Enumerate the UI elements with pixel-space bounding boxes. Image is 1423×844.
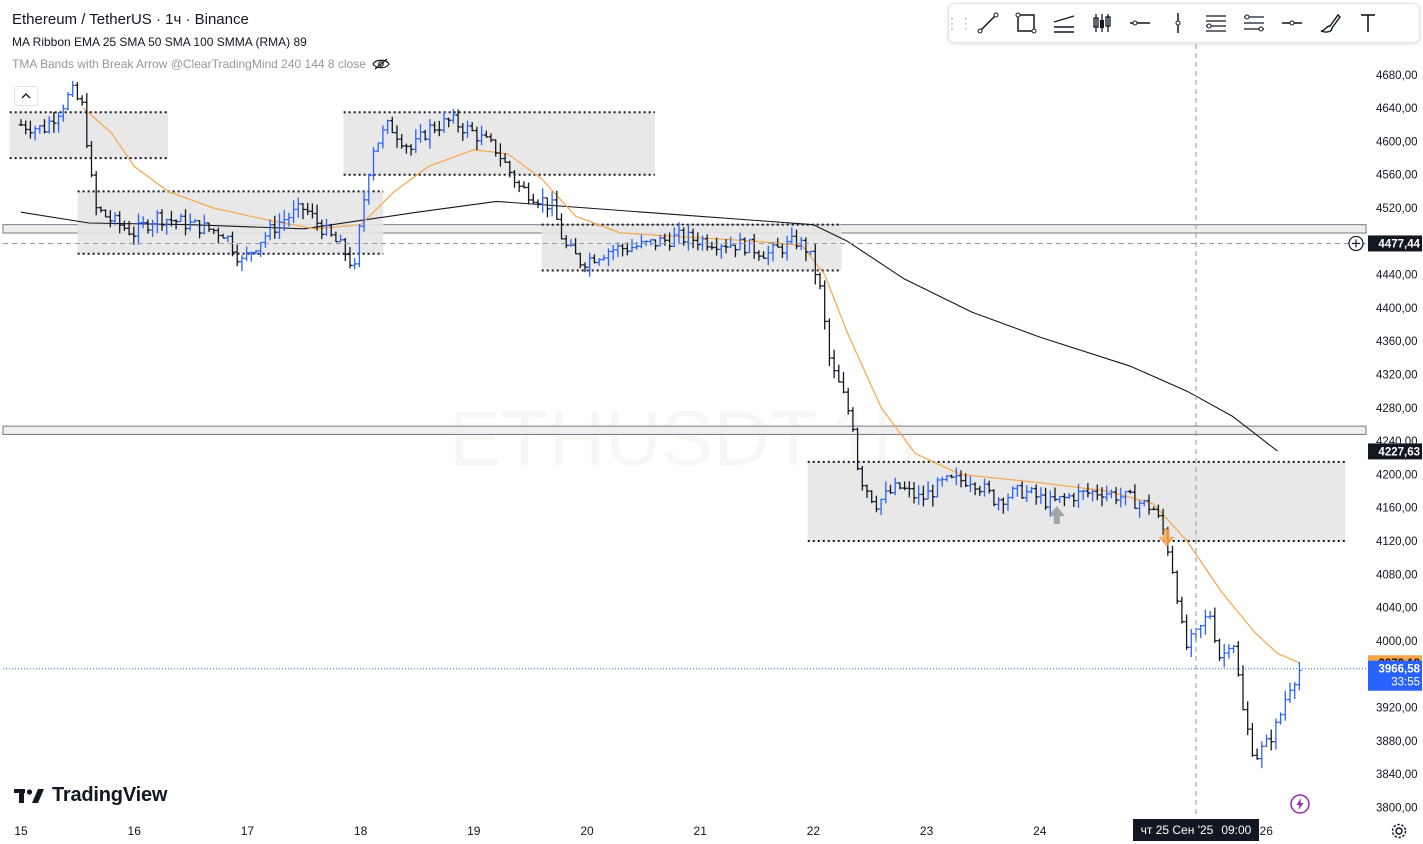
chevron-up-icon [21, 93, 31, 99]
parallel-channel-icon [1053, 15, 1075, 33]
crosshair-date: чт 25 Сен '25 [1140, 823, 1214, 837]
y-tick-label: 4160,00 [1376, 503, 1418, 515]
consolidation-zone-2 [343, 112, 655, 175]
lightning-icon[interactable] [1289, 793, 1311, 815]
tma-bands-label: TMA Bands with Break Arrow @ClearTrading… [12, 57, 366, 71]
brush-tool[interactable] [1311, 4, 1349, 42]
rectangle-tool[interactable] [1007, 4, 1045, 42]
rectangle-icon [1015, 12, 1037, 34]
logo-text: TradingView [52, 784, 168, 806]
last-price-tag: 3966,58 [1378, 664, 1420, 676]
gear-icon[interactable] [1390, 822, 1408, 840]
tma-bands-legend[interactable]: TMA Bands with Break Arrow @ClearTrading… [12, 56, 390, 72]
last-price-tag-bg [1368, 660, 1422, 691]
break-arrow-down-1 [1158, 528, 1175, 547]
symbol-title[interactable]: Ethereum / TetherUS · 1ч · Binance [12, 11, 249, 28]
chart-legend: Ethereum / TetherUS · 1ч · Binance MA Ri… [12, 10, 390, 72]
x-tick-label: 22 [807, 824, 821, 838]
long-position-tool[interactable] [1083, 4, 1121, 42]
x-tick-label: 17 [241, 824, 255, 838]
crosshair-time-label: чт 25 Сен '25 09:00 [1133, 819, 1259, 841]
x-tick-label: 21 [694, 824, 708, 838]
brush-icon [1320, 13, 1341, 33]
y-tick-label: 4360,00 [1376, 336, 1418, 348]
y-tick-label: 4440,00 [1376, 270, 1418, 282]
eye-hidden-icon[interactable] [372, 58, 390, 70]
consolidation-zone-4 [807, 461, 1346, 542]
crosshair-time: 09:00 [1221, 823, 1252, 837]
y-tick-label: 4400,00 [1376, 303, 1418, 315]
tradingview-mark-icon [14, 788, 44, 803]
vertical-line-tool[interactable] [1159, 4, 1197, 42]
sma-line [20, 200, 1278, 452]
x-tick-label: 16 [128, 824, 142, 838]
x-tick-label: 24 [1033, 824, 1047, 838]
consolidation-zone-0 [9, 112, 169, 159]
y-tick-label: 4120,00 [1376, 536, 1418, 548]
x-tick-label: 18 [354, 824, 368, 838]
level-price-tag-bg [1368, 443, 1422, 460]
y-tick-label: 4560,00 [1376, 170, 1418, 182]
x-tick-label: 23 [920, 824, 934, 838]
consolidation-zone-1 [77, 191, 384, 254]
x-tick-label: 20 [580, 824, 594, 838]
vertical-line-icon [1175, 13, 1181, 33]
text-icon [1361, 14, 1375, 32]
crosshair-price-tag: 4477,44 [1378, 238, 1420, 250]
fib-retracement-tool[interactable] [1197, 4, 1235, 42]
x-tick-label: 15 [14, 824, 28, 838]
horizontal-ray-tool[interactable] [1121, 4, 1159, 42]
horizontal-line-icon [1282, 20, 1302, 26]
tradingview-logo[interactable]: TradingView [14, 784, 167, 807]
y-tick-label: 4000,00 [1376, 636, 1418, 648]
gann-box-icon [1244, 14, 1264, 32]
x-tick-label: 19 [467, 824, 481, 838]
fib-retracement-icon [1206, 15, 1226, 32]
level-price-tag: 4227,63 [1378, 446, 1420, 458]
y-tick-label: 4040,00 [1376, 603, 1418, 615]
collapse-legend-button[interactable] [14, 86, 38, 106]
y-tick-label: 3840,00 [1376, 769, 1418, 781]
drag-handle-icon[interactable]: ⋮⋮ [945, 14, 973, 31]
horizontal-band-1 [2, 425, 1367, 435]
drawing-toolbar: ⋮⋮ [945, 3, 1420, 43]
horizontal-ray-icon [1130, 20, 1150, 26]
y-tick-label: 3920,00 [1376, 703, 1418, 715]
crosshair-price-tag-bg [1368, 235, 1422, 252]
y-tick-label: 4320,00 [1376, 370, 1418, 382]
ma-ribbon-legend[interactable]: MA Ribbon EMA 25 SMA 50 SMA 100 SMMA (RM… [12, 35, 307, 49]
long-position-icon [1093, 14, 1111, 32]
y-tick-label: 4600,00 [1376, 136, 1418, 148]
x-tick-label: 26 [1260, 824, 1274, 838]
y-tick-label: 4280,00 [1376, 403, 1418, 415]
y-tick-label: 3880,00 [1376, 736, 1418, 748]
trend-line-tool[interactable] [969, 4, 1007, 42]
parallel-channel-tool[interactable] [1045, 4, 1083, 42]
y-tick-label: 4640,00 [1376, 103, 1418, 115]
y-tick-label: 4680,00 [1376, 70, 1418, 82]
text-tool[interactable] [1349, 4, 1387, 42]
y-tick-label: 4520,00 [1376, 203, 1418, 215]
y-tick-label: 4080,00 [1376, 569, 1418, 581]
gann-box-tool[interactable] [1235, 4, 1273, 42]
horizontal-line-tool[interactable] [1273, 4, 1311, 42]
y-tick-label: 4200,00 [1376, 469, 1418, 481]
countdown-label: 33:55 [1391, 677, 1420, 689]
trend-line-icon [977, 12, 999, 34]
break-arrow-up-0 [1048, 506, 1065, 525]
y-tick-label: 3800,00 [1376, 802, 1418, 814]
